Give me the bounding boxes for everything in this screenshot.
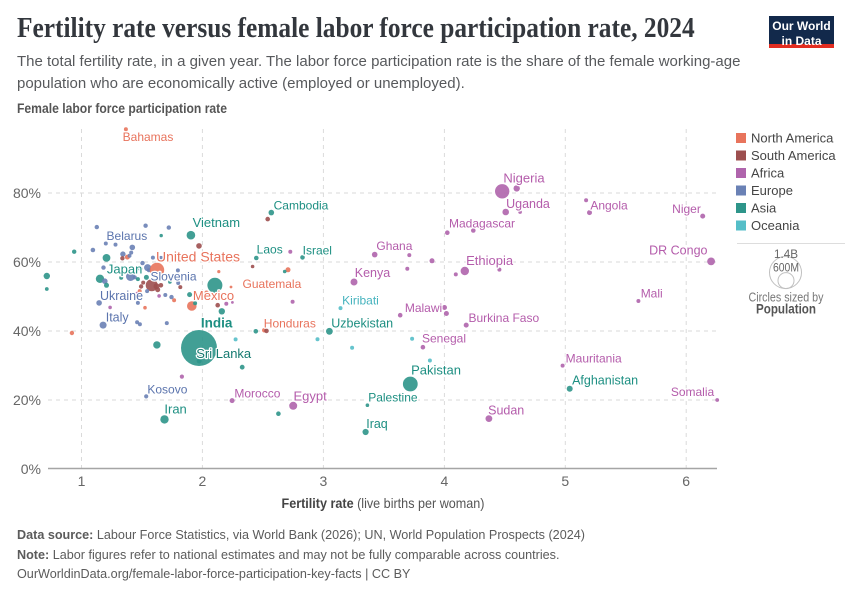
svg-text:80%: 80% [13,185,41,201]
svg-text:Honduras: Honduras [264,317,316,331]
svg-text:Egypt: Egypt [293,389,327,404]
svg-text:Fertility rate (live births pe: Fertility rate (live births per woman) [282,495,485,511]
svg-text:India: India [201,316,233,331]
svg-text:South America: South America [751,148,836,163]
svg-text:Mexico: Mexico [193,288,234,303]
svg-text:0%: 0% [21,461,41,477]
svg-text:Female labor force participati: Female labor force participation rate [17,100,227,116]
svg-text:Uzbekistan: Uzbekistan [331,317,393,331]
svg-text:40%: 40% [13,323,41,339]
svg-text:6: 6 [682,473,690,489]
svg-text:Palestine: Palestine [368,391,418,405]
svg-text:Slovenia: Slovenia [150,270,196,284]
svg-text:Circles sized by: Circles sized by [749,289,824,304]
svg-text:Iran: Iran [164,402,186,417]
svg-text:Israel: Israel [303,244,332,258]
svg-text:Sri Lanka: Sri Lanka [196,346,252,361]
svg-text:Iraq: Iraq [366,417,388,431]
svg-text:Burkina Faso: Burkina Faso [468,311,539,325]
svg-text:60%: 60% [13,254,41,270]
svg-text:Population: Population [756,301,816,317]
svg-text:Uganda: Uganda [506,197,550,211]
svg-text:Kosovo: Kosovo [147,383,187,397]
svg-text:Nigeria: Nigeria [503,171,545,186]
svg-text:4: 4 [441,473,449,489]
svg-text:Mali: Mali [641,287,663,301]
svg-text:1: 1 [78,473,86,489]
svg-text:Europe: Europe [751,183,793,198]
svg-text:Belarus: Belarus [107,229,148,243]
svg-text:Niger: Niger [672,202,701,216]
svg-text:Ukraine: Ukraine [100,289,143,303]
svg-text:2: 2 [199,473,207,489]
svg-text:Africa: Africa [751,166,785,181]
svg-text:Vietnam: Vietnam [193,215,240,230]
svg-text:Sudan: Sudan [488,404,524,418]
svg-text:3: 3 [320,473,328,489]
svg-text:Pakistan: Pakistan [411,362,461,377]
svg-text:5: 5 [561,473,569,489]
svg-text:Madagascar: Madagascar [449,217,515,231]
svg-text:Ethiopia: Ethiopia [466,253,514,268]
svg-text:Mauritania: Mauritania [566,352,622,366]
svg-text:Senegal: Senegal [422,332,466,346]
svg-text:Asia: Asia [751,201,777,216]
svg-text:1.4B: 1.4B [774,247,798,261]
svg-text:Malawi: Malawi [405,301,442,315]
svg-text:DR Congo: DR Congo [649,244,707,258]
svg-text:Guatemala: Guatemala [243,277,302,291]
svg-text:Oceania: Oceania [751,218,800,233]
svg-text:Cambodia: Cambodia [274,199,329,213]
svg-text:20%: 20% [13,392,41,408]
svg-text:600M: 600M [773,263,799,275]
svg-text:Bahamas: Bahamas [123,130,174,144]
svg-text:Laos: Laos [257,243,283,257]
svg-text:Ghana: Ghana [376,239,412,253]
svg-text:Afghanistan: Afghanistan [572,374,638,388]
svg-text:Morocco: Morocco [234,387,280,401]
svg-text:Italy: Italy [106,311,130,325]
svg-text:Kiribati: Kiribati [342,294,379,308]
svg-text:Somalia: Somalia [671,385,715,399]
svg-text:United States: United States [156,249,240,265]
svg-text:Japan: Japan [107,262,142,277]
svg-text:North America: North America [751,131,834,146]
svg-text:Kenya: Kenya [355,266,390,280]
svg-text:Angola: Angola [590,199,628,213]
